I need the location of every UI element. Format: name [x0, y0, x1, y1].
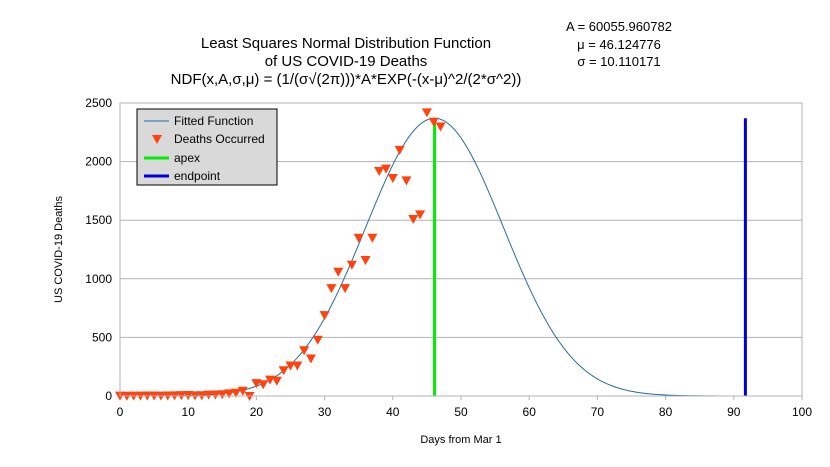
death-marker: [380, 164, 391, 174]
death-marker: [421, 108, 432, 118]
legend-marker-swatch: [152, 135, 162, 144]
param-mean: μ = 46.124776: [577, 37, 661, 52]
death-marker: [394, 145, 405, 155]
death-marker: [408, 215, 419, 225]
death-marker: [237, 386, 248, 396]
plot-area: [115, 108, 747, 401]
legend-box: [136, 108, 278, 186]
death-marker: [346, 260, 357, 270]
death-marker: [217, 390, 228, 400]
death-marker: [435, 122, 446, 132]
death-marker: [224, 389, 235, 399]
legend: Fitted Function Deaths Occurred apex end…: [136, 108, 278, 186]
legend-label-deaths: Deaths Occurred: [174, 132, 265, 146]
fit-parameters: A = 60055.960782 μ = 46.124776 σ = 10.11…: [566, 19, 672, 69]
param-sigma: σ = 10.110171: [577, 54, 660, 69]
x-tick-label: 90: [727, 405, 741, 419]
y-tick-label: 1000: [85, 272, 112, 286]
death-marker: [374, 166, 385, 176]
y-tick-label: 1500: [85, 213, 112, 227]
death-marker: [285, 361, 296, 371]
x-tick-label: 100: [792, 405, 812, 419]
death-marker: [326, 284, 337, 294]
x-tick-label: 60: [523, 405, 537, 419]
legend-label-fitted: Fitted Function: [174, 114, 253, 128]
death-marker: [319, 311, 330, 321]
x-axis-ticks: 0 10 20 30 40 50 60 70 80 90 100: [117, 396, 812, 419]
legend-label-endpoint: endpoint: [174, 169, 221, 183]
y-tick-label: 2000: [85, 155, 112, 169]
death-marker: [367, 233, 378, 243]
x-tick-label: 0: [117, 405, 124, 419]
death-marker: [230, 388, 241, 398]
x-tick-label: 20: [250, 405, 264, 419]
death-marker: [353, 233, 364, 243]
death-marker: [415, 210, 426, 220]
plot-frame: [119, 102, 803, 397]
x-tick-label: 50: [454, 405, 468, 419]
death-marker: [387, 174, 398, 184]
death-marker: [428, 117, 439, 127]
x-axis-title: Days from Mar 1: [420, 434, 501, 446]
x-tick-label: 70: [591, 405, 605, 419]
death-marker: [305, 354, 316, 364]
param-amplitude: A = 60055.960782: [566, 19, 672, 34]
legend-label-apex: apex: [174, 151, 200, 165]
death-marker: [292, 361, 303, 371]
chart-title-line-2: of US COVID-19 Deaths: [265, 53, 428, 70]
death-marker: [271, 376, 282, 386]
death-marker: [340, 284, 351, 294]
y-tick-label: 0: [105, 389, 112, 403]
y-tick-label: 500: [92, 330, 112, 344]
y-tick-label: 2500: [85, 96, 112, 110]
chart-title-formula: NDF(x,A,σ,μ) = (1/(σ√(2π)))*A*EXP(-(x-μ)…: [171, 71, 522, 88]
x-tick-label: 80: [659, 405, 673, 419]
x-tick-label: 10: [182, 405, 196, 419]
death-marker: [401, 176, 412, 186]
death-marker: [360, 256, 371, 266]
death-marker: [210, 390, 221, 400]
death-marker: [312, 335, 323, 345]
death-marker: [203, 390, 214, 400]
chart-title-line-1: Least Squares Normal Distribution Functi…: [201, 35, 491, 52]
x-tick-label: 40: [386, 405, 400, 419]
y-axis-ticks: 0 500 1000 1500 2000 2500: [85, 96, 112, 403]
death-marker: [299, 346, 310, 356]
x-tick-label: 30: [318, 405, 332, 419]
death-marker: [278, 366, 289, 376]
y-axis-title: US COVID-19 Deaths: [53, 196, 65, 303]
chart-titles: Least Squares Normal Distribution Functi…: [171, 35, 522, 88]
death-marker: [333, 267, 344, 277]
death-marker: [258, 380, 269, 390]
